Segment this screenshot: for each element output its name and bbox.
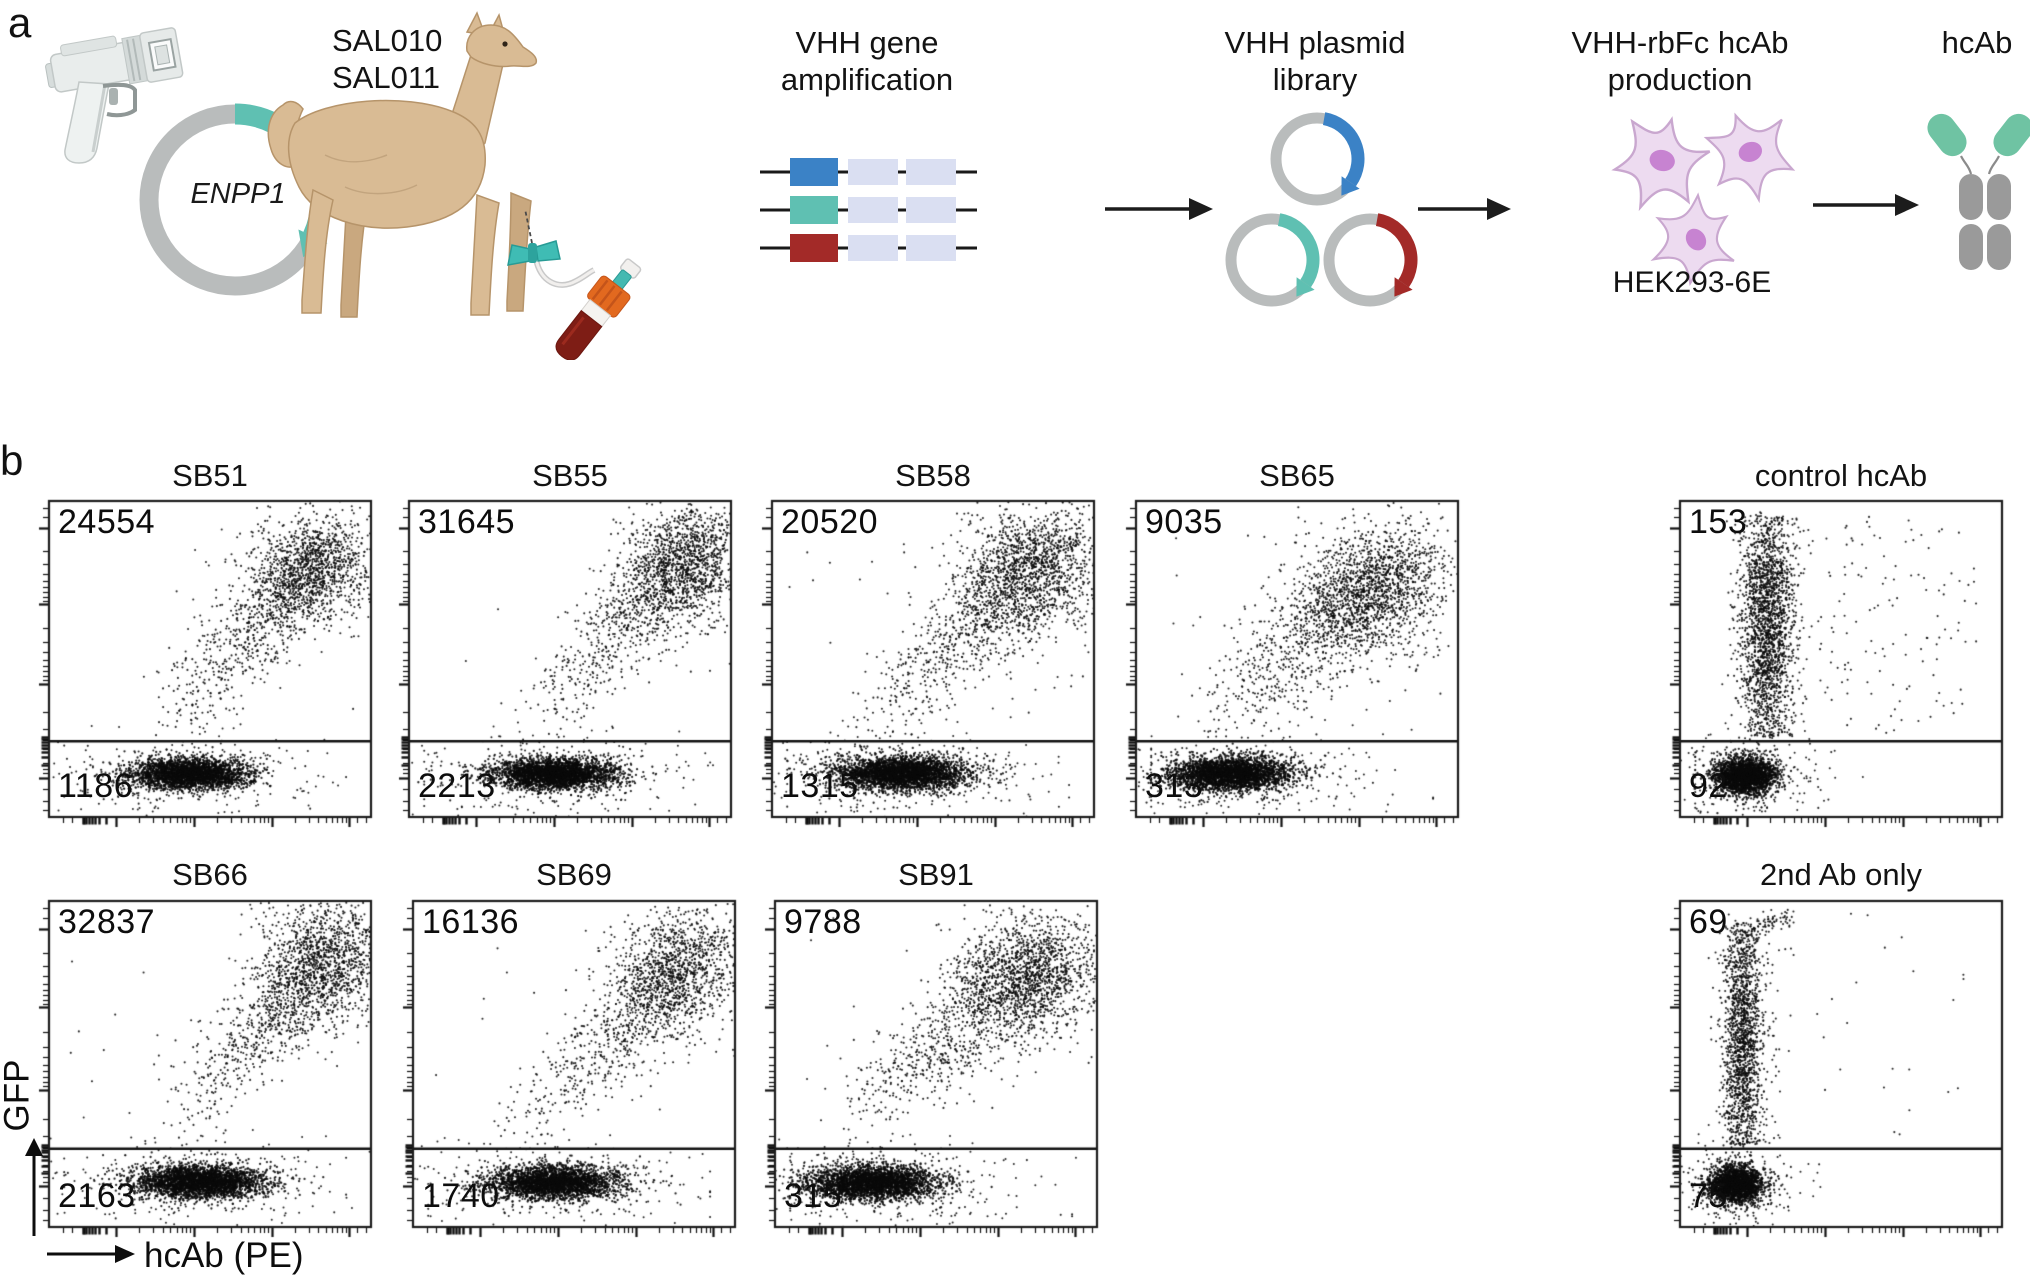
plot-title-control: control hcAb	[1754, 458, 1928, 493]
dot-plot-sb65	[1119, 499, 1465, 833]
lower-gate-count: 2163	[58, 1177, 136, 1215]
lower-gate-count: 2213	[418, 767, 496, 805]
blood-collection-icon	[507, 208, 642, 360]
upper-gate-count: 32837	[58, 903, 156, 941]
x-axis-label: hcAb (PE)	[144, 1236, 304, 1275]
step1-title: VHH gene amplification	[780, 25, 954, 97]
lower-gate-count: 1315	[781, 767, 859, 805]
plot-title-sb65: SB65	[1259, 458, 1335, 493]
vhh-gene-rows-icon	[760, 158, 977, 262]
upper-gate-count: 16136	[422, 903, 520, 941]
dot-plot-sb91	[758, 899, 1104, 1243]
plasmid-gene-label: ENPP1	[190, 178, 286, 210]
hcab-molecule-icon	[1927, 113, 2030, 270]
lower-gate-count: 75	[1689, 1177, 1728, 1215]
plot-title-sb55: SB55	[532, 458, 608, 493]
llama-id-2: SAL011	[332, 60, 441, 95]
plot-title-sb58: SB58	[895, 458, 971, 493]
upper-gate-count: 9035	[1145, 503, 1223, 541]
dot-plot-sb51	[32, 499, 378, 833]
step2-title: VHH plasmid library	[1224, 25, 1406, 97]
llama-id-labels: SAL010 SAL011	[332, 22, 442, 96]
panel-a-label: a	[8, 0, 32, 46]
lower-gate-count: 1740	[422, 1177, 500, 1215]
dot-plot-sb58	[755, 499, 1101, 833]
x-axis-arrow-icon	[47, 1245, 135, 1263]
dot-plot-sb55	[392, 499, 738, 833]
flow-arrow-1-icon	[1105, 198, 1213, 220]
lower-gate-count: 92	[1689, 767, 1728, 805]
dot-plot-control	[1663, 499, 2009, 833]
plasmid-library-icon	[1225, 112, 1418, 307]
y-axis-arrow-icon	[25, 1138, 43, 1236]
hek-cells-icon	[1605, 100, 1806, 295]
lower-gate-count: 313	[1145, 767, 1204, 805]
upper-gate-count: 9788	[784, 903, 862, 941]
step3-title: VHH-rbFc hcAb production	[1571, 25, 1789, 97]
upper-gate-count: 24554	[58, 503, 156, 541]
cell-line-label: HEK293-6E	[1612, 266, 1772, 299]
dot-plot-2ndab	[1663, 899, 2009, 1243]
flow-arrow-2-icon	[1418, 198, 1511, 220]
gene-gun-icon	[45, 27, 184, 164]
lower-gate-count: 315	[784, 1177, 843, 1215]
plot-title-sb69: SB69	[536, 857, 612, 892]
upper-gate-count: 20520	[781, 503, 879, 541]
y-axis-label: GFP	[0, 1059, 37, 1132]
upper-gate-count: 31645	[418, 503, 516, 541]
plot-title-sb51: SB51	[172, 458, 248, 493]
panel-b-label: b	[0, 437, 24, 484]
plot-title-sb66: SB66	[172, 857, 248, 892]
upper-gate-count: 69	[1689, 903, 1728, 941]
plot-title-sb91: SB91	[898, 857, 974, 892]
llama-illustration	[267, 11, 538, 318]
lower-gate-count: 1186	[58, 767, 134, 805]
upper-gate-count: 153	[1689, 503, 1748, 541]
dot-plot-sb69	[396, 899, 742, 1243]
plot-title-2ndab: 2nd Ab only	[1759, 857, 1923, 892]
dot-plot-sb66	[32, 899, 378, 1243]
flow-arrow-3-icon	[1813, 194, 1919, 216]
step4-title: hcAb	[1941, 25, 2013, 60]
llama-id-1: SAL010	[332, 23, 443, 58]
